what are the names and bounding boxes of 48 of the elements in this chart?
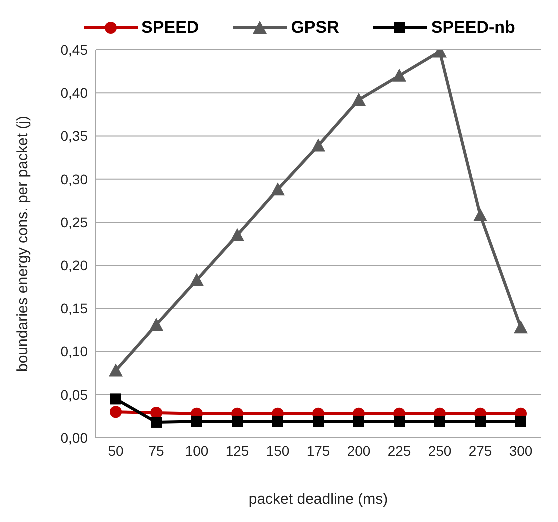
- x-tick-label: 50: [108, 442, 124, 459]
- point: [312, 138, 326, 152]
- x-tick-label: 300: [509, 442, 533, 459]
- point: [271, 182, 285, 196]
- legend-label: GPSR: [291, 18, 340, 38]
- point: [151, 416, 162, 428]
- point: [474, 208, 488, 222]
- point: [150, 318, 164, 332]
- y-tick-label: 0,10: [60, 344, 88, 360]
- x-tick-label: 75: [148, 442, 164, 459]
- point: [230, 228, 244, 242]
- y-tick-label: 0,00: [60, 430, 88, 446]
- point: [232, 416, 243, 428]
- point: [110, 406, 122, 418]
- point: [475, 416, 486, 428]
- y-tick-label: 0,15: [60, 300, 88, 317]
- y-tick-label: 0,45: [60, 42, 88, 58]
- x-tick-label: 250: [428, 442, 452, 459]
- point: [392, 68, 406, 82]
- point: [352, 93, 366, 106]
- x-axis-title: packet deadline (ms): [248, 491, 388, 508]
- y-tick-label: 0,05: [60, 386, 88, 403]
- point: [354, 416, 364, 428]
- point: [514, 320, 528, 334]
- legend-label: SPEED: [142, 18, 200, 38]
- y-tick-label: 0,35: [60, 128, 88, 144]
- x-tick-label: 275: [468, 442, 492, 459]
- point: [272, 416, 284, 428]
- x-tick-label: 150: [266, 442, 290, 459]
- y-tick-label: 0,40: [60, 85, 88, 102]
- legend-label: SPEED-nb: [431, 18, 516, 38]
- point: [190, 273, 204, 286]
- x-tick-label: 125: [226, 442, 250, 459]
- x-tick-label: 100: [185, 442, 209, 459]
- point: [516, 416, 526, 428]
- y-tick-label: 0,30: [60, 171, 88, 188]
- y-axis-title: boundaries energy cons. per packet (j): [14, 116, 32, 372]
- point: [434, 416, 446, 428]
- x-tick-label: 200: [347, 442, 371, 459]
- point: [109, 364, 123, 377]
- y-tick-label: 0,20: [60, 258, 88, 274]
- point: [110, 394, 122, 405]
- point: [192, 416, 202, 428]
- x-tick-label: 225: [388, 442, 412, 459]
- x-tick-label: 175: [306, 442, 330, 459]
- y-tick-label: 0,25: [60, 214, 88, 230]
- point: [313, 416, 324, 428]
- point: [394, 416, 405, 428]
